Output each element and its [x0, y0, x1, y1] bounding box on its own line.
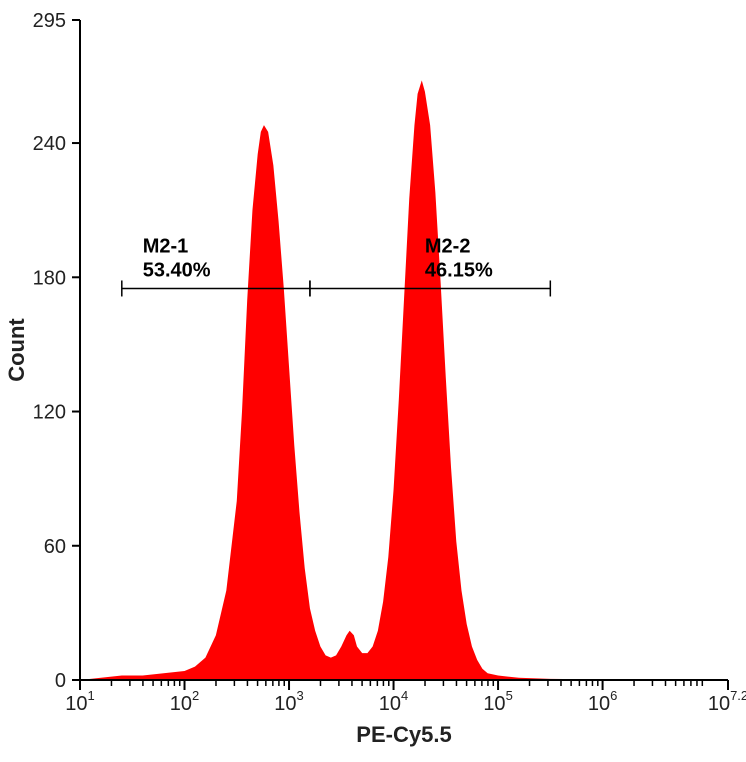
histogram-chart: 060120180240295101102103104105106107.2Co…	[0, 0, 746, 762]
region-percent: 46.15%	[425, 259, 493, 281]
y-axis-label: Count	[4, 318, 29, 382]
chart-svg: 060120180240295101102103104105106107.2Co…	[0, 0, 746, 762]
region-name: M2-1	[143, 235, 189, 257]
x-axis-label: PE-Cy5.5	[356, 722, 451, 747]
region-percent: 53.40%	[143, 259, 211, 281]
y-tick-label: 0	[55, 670, 66, 692]
y-tick-label: 120	[33, 402, 66, 424]
y-tick-label: 60	[44, 536, 66, 558]
y-tick-label: 240	[33, 133, 66, 155]
region-name: M2-2	[425, 235, 471, 257]
y-tick-label: 295	[33, 10, 66, 32]
y-tick-label: 180	[33, 267, 66, 289]
